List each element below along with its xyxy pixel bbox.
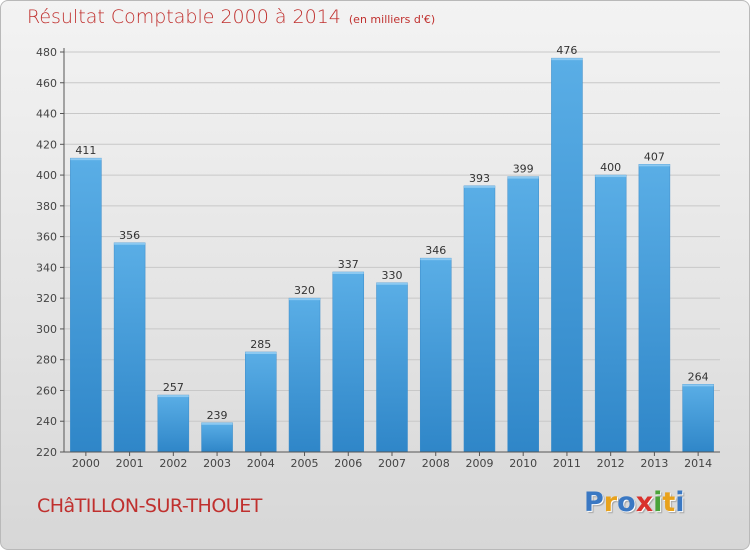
y-tick-label: 400 [36,169,57,182]
bar-2003 [201,422,233,453]
x-tick-label: 2005 [291,457,319,470]
bar-highlight [157,395,189,398]
y-tick-label: 380 [36,200,57,213]
logo-letter: t [662,487,676,518]
logo-letter: o [617,487,636,518]
bar-highlight [682,384,714,387]
bars: 411 356 257 239 285 320 337 330 346 393 399 476 400 4… [70,44,714,453]
x-tick-label: 2009 [465,457,493,470]
data-label: 356 [119,229,140,242]
bar-highlight [595,175,627,178]
logo-letter: x [635,487,654,518]
x-tick-label: 2004 [247,457,275,470]
bar-2007 [376,282,408,453]
bar-highlight [289,298,321,301]
y-tick-label: 420 [36,138,57,151]
x-tick-label: 2011 [553,457,581,470]
x-tick-label: 2014 [684,457,712,470]
x-tick-label: 2006 [334,457,362,470]
x-tick-label: 2010 [509,457,537,470]
y-tick-label: 440 [36,108,57,121]
bar-2002 [157,394,190,453]
data-label: 337 [338,258,359,271]
bar-highlight [332,272,364,274]
proxiti-logo[interactable]: Proxiti [584,487,685,518]
x-tick-label: 2007 [378,457,406,470]
y-tick-label: 340 [36,261,57,274]
bar-highlight [463,185,495,188]
bar-highlight [245,352,277,354]
bar-2011 [551,57,583,453]
bar-2010 [507,176,539,453]
x-tick-label: 2012 [597,457,625,470]
chart-title-unit: (en milliers d'€) [348,13,436,26]
bar-highlight [638,164,670,167]
bar-2013 [638,164,671,453]
bar-highlight [70,158,102,161]
data-label: 400 [600,161,621,174]
bar-highlight [201,422,233,425]
data-label: 257 [163,381,184,394]
x-tick-label: 2000 [72,457,100,470]
data-label: 330 [382,269,403,282]
x-tick-label: 2001 [116,457,144,470]
y-tick-label: 320 [36,292,57,305]
logo-letter: i [653,487,663,518]
data-label: 407 [644,150,665,163]
data-label: 399 [513,163,534,176]
y-tick-label: 280 [36,354,57,367]
y-tick-label: 220 [36,446,57,459]
bar-highlight [114,242,146,245]
x-tick-label: 2003 [203,457,231,470]
data-label: 393 [469,172,490,185]
bar-highlight [376,282,408,285]
data-label: 285 [250,338,271,351]
bar-2012 [594,174,627,453]
bar-2001 [113,242,146,453]
bar-2008 [419,257,452,453]
y-tick-label: 460 [36,77,57,90]
bar-2004 [245,351,277,453]
chart-title-main: Résultat Comptable 2000 à 2014 [27,6,341,28]
chart-title: Résultat Comptable 2000 à 2014 (en millie… [27,6,435,28]
bar-highlight [507,176,539,179]
bar-highlight [551,58,583,61]
bar-2000 [70,157,102,453]
y-tick-label: 300 [36,323,57,336]
x-tick-label: 2008 [422,457,450,470]
commune-name: CHâTILLON-SUR-THOUET [37,495,262,517]
logo-letter: r [603,487,618,518]
bar-2009 [463,185,496,453]
y-tick-label: 360 [36,231,57,244]
bar-2006 [332,271,365,453]
data-label: 239 [207,409,228,422]
logo-letter: P [584,487,604,518]
bar-highlight [420,258,452,261]
data-label: 476 [556,44,577,57]
data-label: 346 [425,244,446,257]
logo-letter: i [675,487,685,518]
bar-2014 [682,384,714,453]
y-tick-label: 260 [36,384,57,397]
data-label: 264 [688,370,709,383]
axes: 220 240 260 280 300 320 340 360 380 400 420 440 460 4… [36,46,720,470]
x-tick-label: 2002 [159,457,187,470]
y-tick-label: 240 [36,415,57,428]
y-tick-label: 480 [36,46,57,59]
bar-2005 [288,297,321,453]
data-label: 411 [75,144,96,157]
data-label: 320 [294,284,315,297]
x-tick-label: 2013 [640,457,668,470]
